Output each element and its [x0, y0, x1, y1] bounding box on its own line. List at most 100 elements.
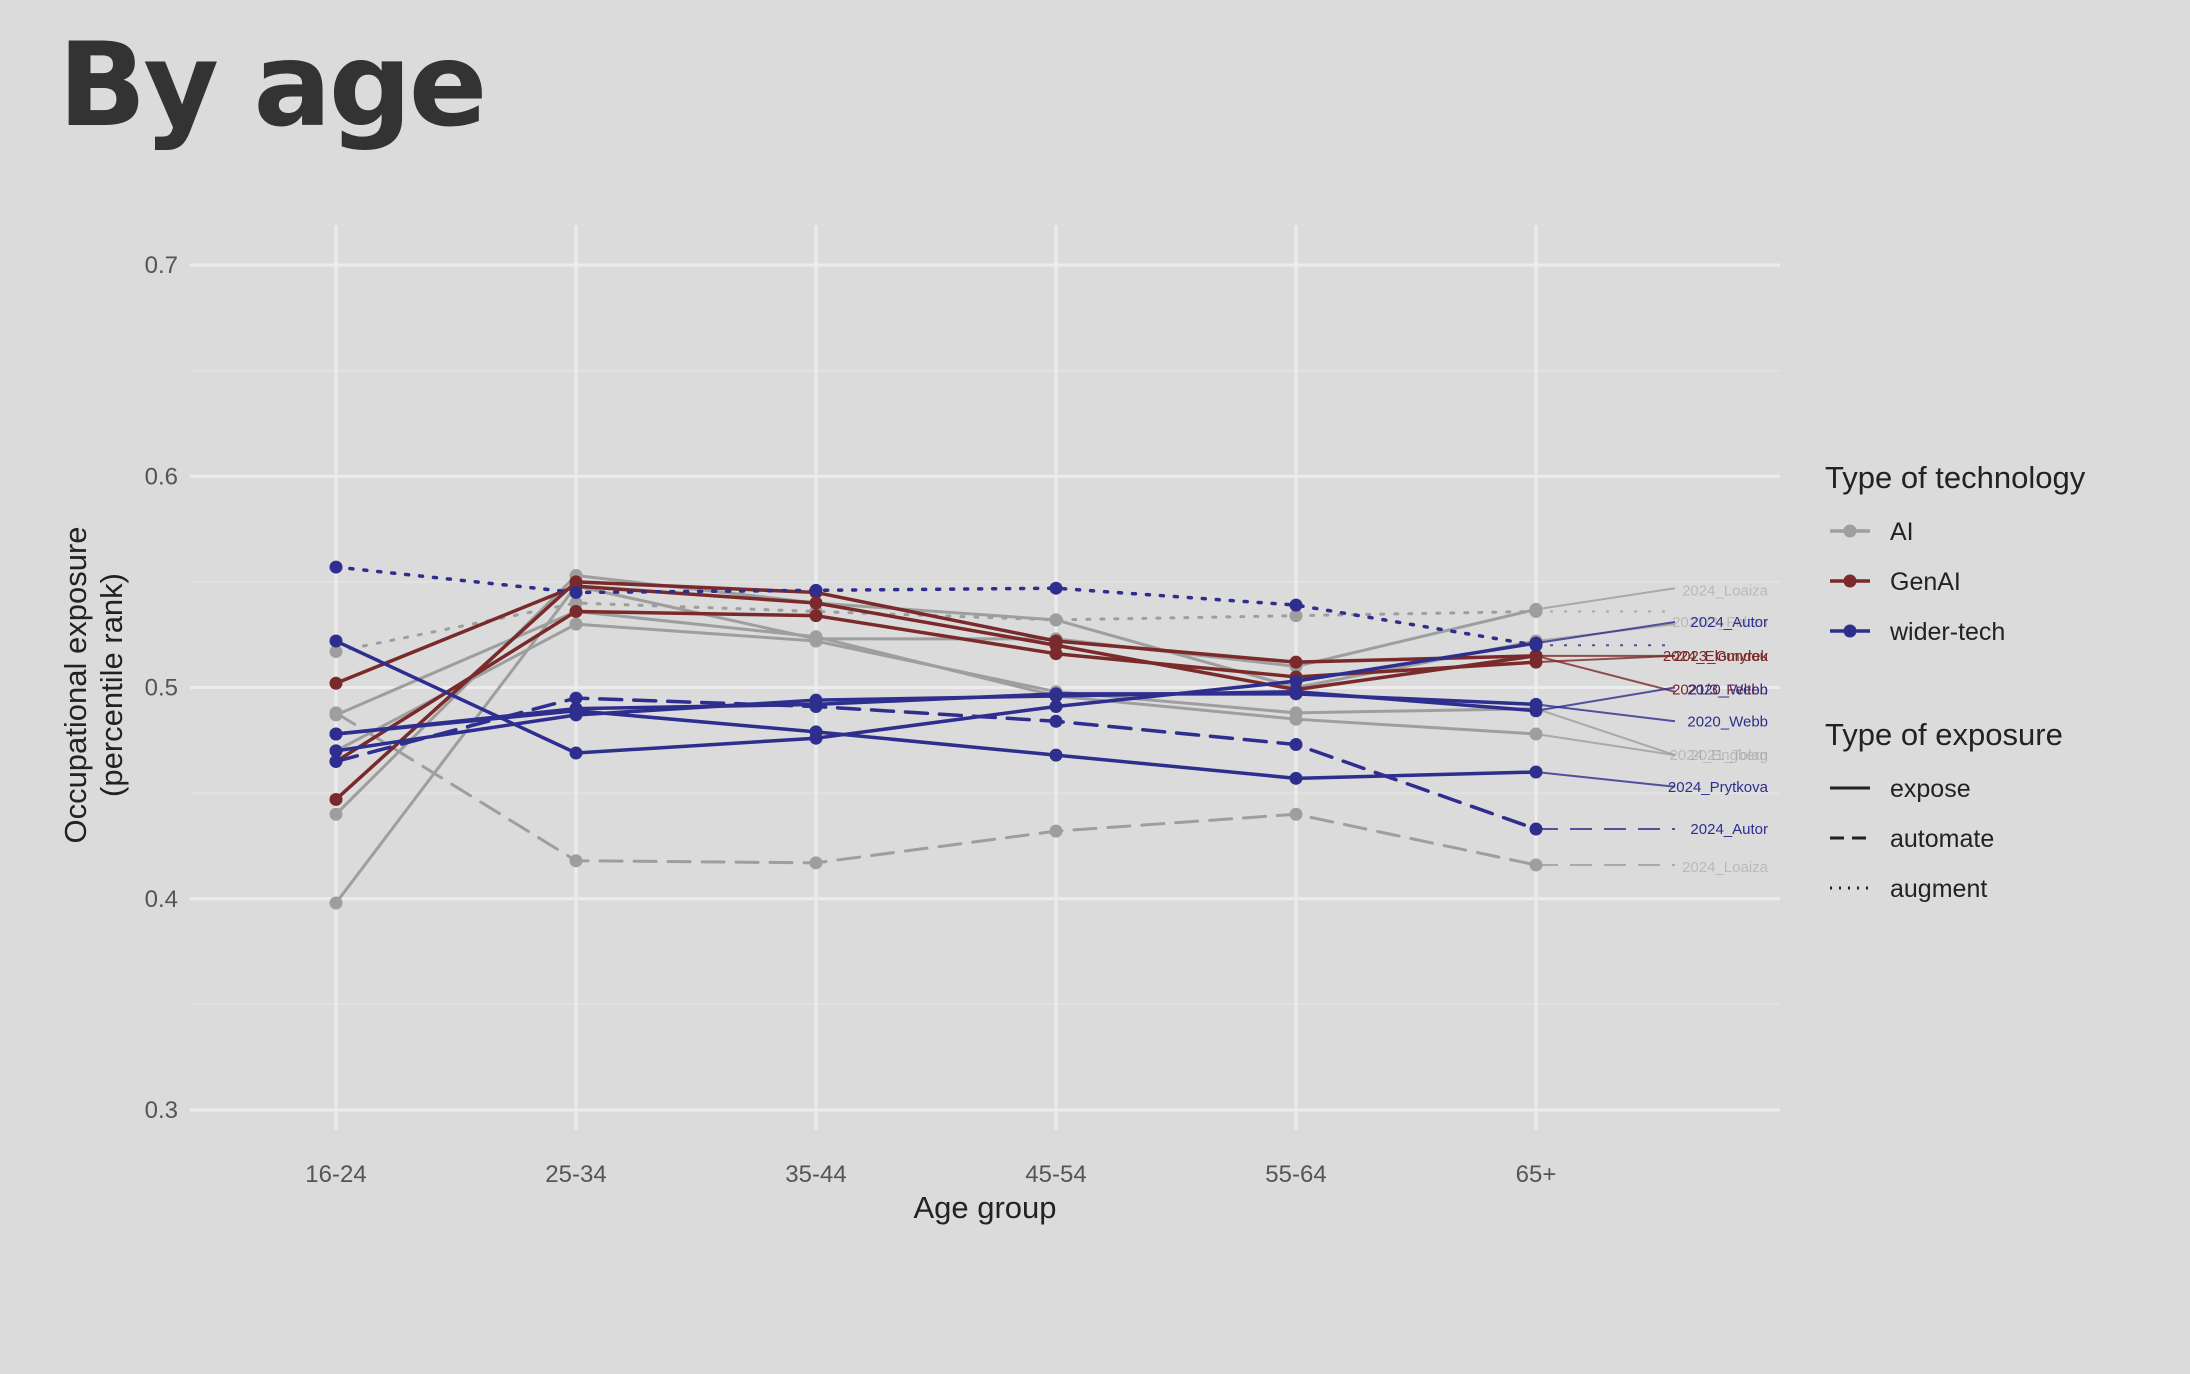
end-label: 2024_Engberg [1670, 747, 1768, 764]
series-2024-autor [329, 560, 1675, 652]
y-axis-title-line-2: (percentile rank) [94, 573, 129, 797]
end-label: 2024_Loaiza [1682, 859, 1769, 876]
data-point [329, 676, 343, 690]
data-point [1529, 649, 1543, 663]
data-point [1289, 598, 1303, 612]
data-point [569, 854, 583, 868]
data-point [1289, 807, 1303, 821]
data-point [329, 706, 343, 720]
data-point [1049, 687, 1063, 701]
series-line [334, 639, 1538, 755]
x-tick-label: 45-54 [1025, 1161, 1086, 1188]
data-point [329, 896, 343, 910]
end-labels: 2024_Loaiza2021/3_Felten2024_Autor2024_E… [1663, 582, 1769, 876]
series-line [334, 692, 1538, 736]
legend-key-point [1843, 574, 1857, 588]
data-point [809, 596, 823, 610]
data-point [1049, 824, 1063, 838]
legend-key-point [1843, 624, 1857, 638]
data-point [1289, 738, 1303, 752]
legend-label: GenAI [1890, 568, 1961, 596]
series-2024-autor [329, 691, 1675, 836]
series-2020-webb [329, 704, 1676, 788]
y-tick-label: 0.7 [145, 252, 178, 279]
data-point [809, 725, 823, 739]
x-tick-label: 35-44 [785, 1161, 846, 1188]
legend-label: augment [1890, 875, 1987, 903]
end-label: 2021_Tolan [1690, 747, 1768, 764]
data-point [809, 856, 823, 870]
y-tick-label: 0.5 [145, 675, 178, 702]
series-line [334, 584, 1538, 692]
end-label: 2024_Eloundou [1663, 648, 1768, 665]
series-extension [1535, 703, 1676, 723]
data-point [329, 645, 343, 659]
data-point [569, 746, 583, 760]
end-label: 2024_Autor [1690, 614, 1768, 631]
data-point [809, 609, 823, 623]
end-label: 2023_Gmyrek [1674, 648, 1769, 665]
x-tick-label: 25-34 [545, 1161, 606, 1188]
series-line [334, 580, 1538, 802]
x-axis-ticks: 16-24 25-34 35-44 45-54 55-64 65+ [305, 1161, 1556, 1188]
data-point [1049, 613, 1063, 627]
legend-label: automate [1890, 825, 1994, 853]
x-tick-label: 16-24 [305, 1161, 366, 1188]
series-line [334, 708, 1538, 781]
data-point [329, 560, 343, 574]
series-extension [1535, 771, 1676, 788]
end-label: 2020_Webb [1687, 682, 1768, 699]
y-tick-label: 0.6 [145, 463, 178, 490]
data-point [1529, 638, 1543, 652]
legend-label: wider-tech [1889, 618, 2005, 646]
data-point [1529, 604, 1543, 618]
legend-technology-title: Type of technology [1825, 460, 2086, 495]
x-axis-title: Age group [913, 1190, 1056, 1225]
data-point [569, 585, 583, 599]
series-line [334, 584, 1538, 905]
data-point [569, 604, 583, 618]
data-point [1289, 687, 1303, 701]
data-point [1529, 822, 1543, 836]
data-point [329, 744, 343, 758]
legend-exposure-title: Type of exposure [1825, 717, 2063, 752]
series-2024-loaiza [329, 706, 1675, 872]
slide-title: By age [58, 18, 487, 153]
series-extension [1535, 587, 1676, 611]
legend-label: expose [1890, 775, 1971, 803]
series-extension [1535, 654, 1676, 693]
end-label: 2024_Prytkova [1668, 779, 1769, 796]
series-group [329, 560, 1676, 910]
data-point [329, 634, 343, 648]
series-extension [1535, 707, 1676, 757]
series-2024-eloundou [329, 575, 1675, 806]
legend: Type of technology Type of exposure AI Ge… [1825, 460, 2086, 903]
data-point [809, 700, 823, 714]
data-point [1289, 712, 1303, 726]
data-point [1049, 748, 1063, 762]
data-point [569, 702, 583, 716]
data-point [1049, 581, 1063, 595]
legend-label: AI [1890, 518, 1914, 546]
series-line [334, 574, 1538, 816]
series-line [334, 609, 1538, 736]
end-label: 2024_Autor [1690, 821, 1768, 838]
data-point [1529, 765, 1543, 779]
data-point [1289, 771, 1303, 785]
x-tick-label: 55-64 [1265, 1161, 1326, 1188]
series-line [334, 711, 1538, 867]
data-point [809, 583, 823, 597]
data-point [1289, 674, 1303, 688]
end-label: 2020_Webb [1687, 713, 1768, 730]
data-point [569, 617, 583, 631]
series-line [334, 565, 1538, 647]
end-label: 2024_Loaiza [1682, 582, 1769, 599]
legend-key-point [1843, 524, 1857, 538]
data-point [809, 630, 823, 644]
series-extension [1535, 621, 1676, 645]
data-point [1529, 697, 1543, 711]
series-line [334, 696, 1538, 831]
y-axis-ticks: 0.3 0.4 0.5 0.6 0.7 [145, 252, 178, 1124]
data-point [1529, 858, 1543, 872]
